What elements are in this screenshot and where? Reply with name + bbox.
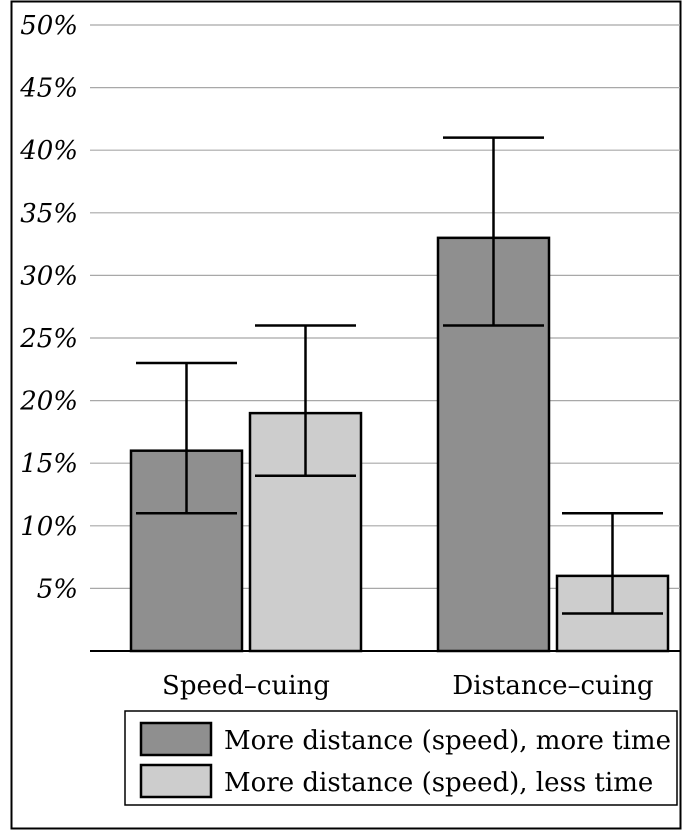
y-tick-label: 40% — [19, 136, 78, 166]
legend: More distance (speed), more time More dis… — [124, 710, 678, 806]
y-tick-label: 45% — [19, 74, 78, 104]
y-axis-tick-labels: 5% 10% 15% 20% 25% 30% 35% 40% 45% 50% — [19, 11, 78, 604]
legend-label-1: More distance (speed), more time — [224, 726, 671, 756]
legend-box — [124, 710, 678, 806]
x-axis-category-labels: Speed–cuing Distance–cuing — [162, 671, 654, 701]
y-tick-label: 20% — [19, 387, 78, 417]
legend-swatch-2 — [139, 763, 213, 799]
error-bars — [136, 136, 663, 615]
y-tick-label: 10% — [20, 512, 78, 542]
y-tick-label: 15% — [20, 449, 78, 479]
y-tick-label: 5% — [37, 574, 78, 604]
x-category-label: Distance–cuing — [452, 671, 653, 701]
legend-swatch-1 — [139, 721, 213, 757]
x-category-label: Speed–cuing — [162, 671, 330, 701]
y-tick-label: 50% — [20, 11, 78, 41]
y-tick-label: 30% — [20, 261, 78, 291]
bars — [129, 236, 670, 653]
y-tick-label: 25% — [19, 324, 78, 354]
y-tick-label: 35% — [20, 199, 78, 229]
legend-label-2: More distance (speed), less time — [224, 768, 653, 798]
